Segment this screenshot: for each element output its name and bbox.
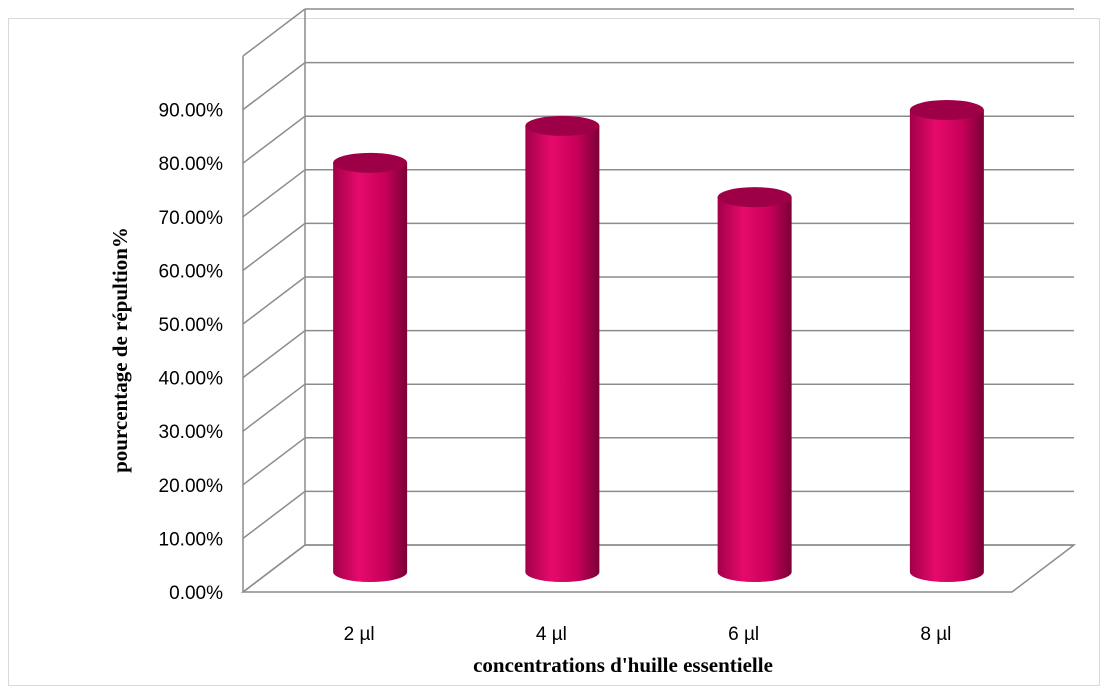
y-tick-label: 90.00%	[159, 101, 224, 122]
bar	[717, 187, 792, 582]
bar	[525, 115, 600, 582]
side-gridline	[242, 437, 306, 486]
bar-top	[717, 187, 792, 208]
bar-body	[909, 110, 984, 582]
y-tick-label: 40.00%	[159, 369, 224, 390]
y-tick-label: 0.00%	[169, 583, 223, 604]
side-gridline	[242, 383, 306, 432]
bars	[333, 100, 984, 582]
side-gridline	[242, 62, 306, 111]
y-tick-label: 10.00%	[159, 529, 224, 550]
side-gridline	[242, 222, 306, 271]
floor	[240, 544, 1077, 593]
x-tick-labels: 2 µl 4 µl 6 µl 8 µl	[344, 624, 952, 645]
y-tick-label: 30.00%	[159, 422, 224, 443]
side-gridline	[242, 115, 306, 164]
y-tick-label: 50.00%	[159, 315, 224, 336]
y-tick-label: 70.00%	[159, 208, 224, 229]
bar-top	[525, 115, 600, 136]
x-axis-title: concentrations d'huille essentielle	[473, 653, 773, 677]
bar-body	[525, 125, 600, 582]
x-tick-label: 6 µl	[728, 624, 759, 645]
x-tick-label: 8 µl	[920, 624, 951, 645]
side-gridline	[242, 169, 306, 218]
x-tick-label: 2 µl	[344, 624, 375, 645]
bar	[333, 152, 408, 582]
side-gridline	[242, 330, 306, 379]
y-tick-label: 60.00%	[159, 261, 224, 282]
x-tick-label: 4 µl	[536, 624, 567, 645]
bar	[909, 100, 984, 582]
bar-body	[717, 197, 792, 582]
y-tick-label: 20.00%	[159, 476, 224, 497]
side-gridline	[242, 276, 306, 325]
y-tick-label: 80.00%	[159, 154, 224, 175]
bar-body	[333, 162, 408, 582]
bar-top	[909, 100, 984, 121]
y-axis-title: pourcentage de répultion%	[108, 227, 132, 473]
bar-top	[333, 152, 408, 173]
y-tick-labels: 0.00% 10.00% 20.00% 30.00% 40.00% 50.00% 60.00…	[159, 101, 224, 604]
side-gridline	[242, 8, 306, 57]
side-gridline	[242, 490, 306, 539]
